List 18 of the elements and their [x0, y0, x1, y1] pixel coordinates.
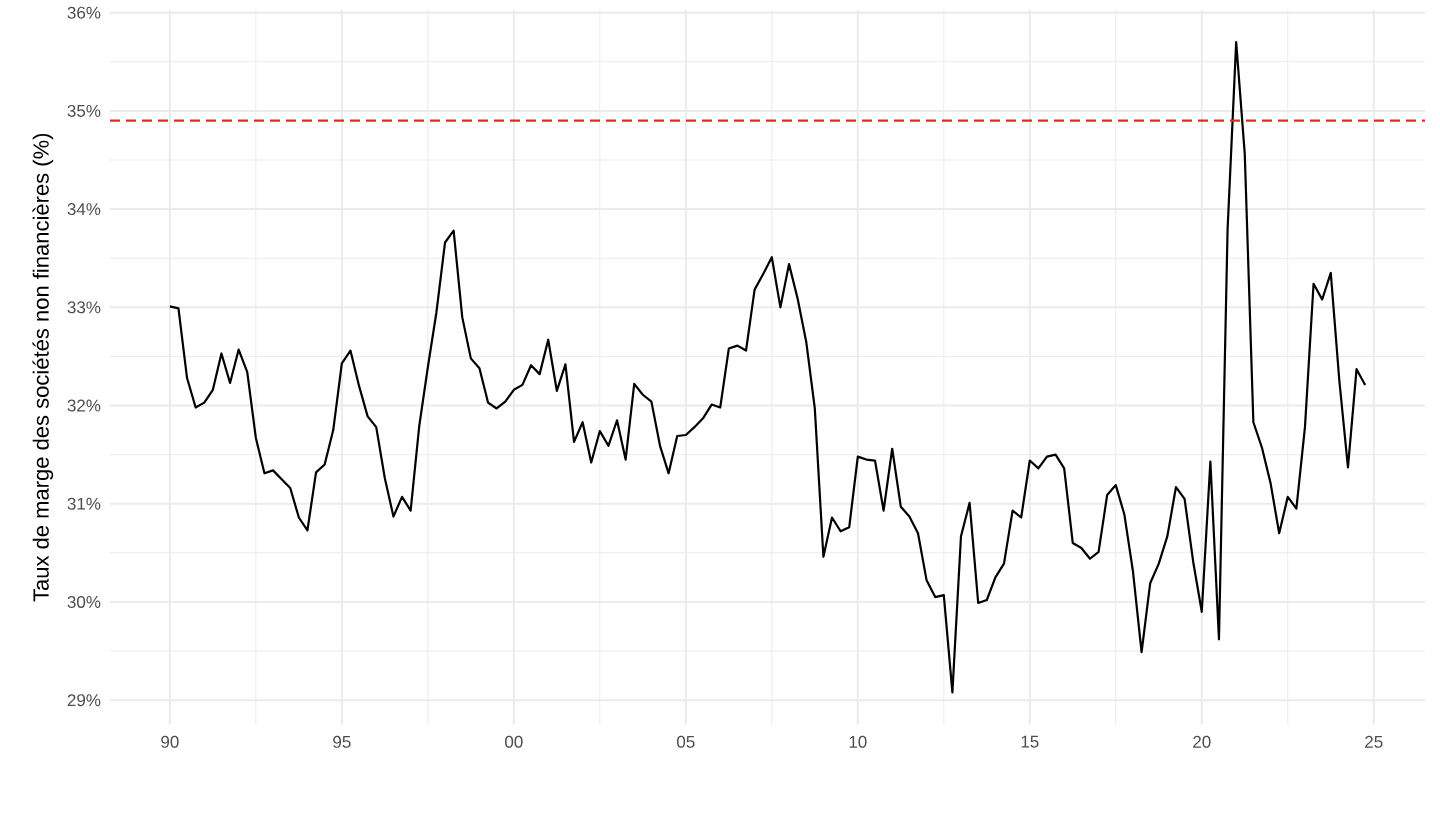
y-tick-label: 29% — [67, 694, 101, 707]
y-tick-label: 36% — [67, 6, 101, 19]
y-tick-label: 30% — [67, 596, 101, 609]
y-tick-label: 35% — [67, 105, 101, 118]
x-tick-label: 00 — [505, 735, 523, 748]
x-tick-label: 20 — [1193, 735, 1211, 748]
y-tick-label: 33% — [67, 301, 101, 314]
y-tick-label: 31% — [67, 497, 101, 510]
x-tick-label: 05 — [677, 735, 695, 748]
y-tick-label: 34% — [67, 203, 101, 216]
y-axis-title: Taux de marge des sociétés non financières (%) — [32, 134, 54, 602]
x-tick-label: 25 — [1365, 735, 1383, 748]
y-tick-label: 32% — [67, 399, 101, 412]
line-series — [168, 41, 1367, 694]
x-tick-label: 90 — [161, 735, 179, 748]
x-tick-label: 10 — [849, 735, 867, 748]
x-tick-label: 95 — [333, 735, 351, 748]
x-tick-label: 15 — [1021, 735, 1039, 748]
